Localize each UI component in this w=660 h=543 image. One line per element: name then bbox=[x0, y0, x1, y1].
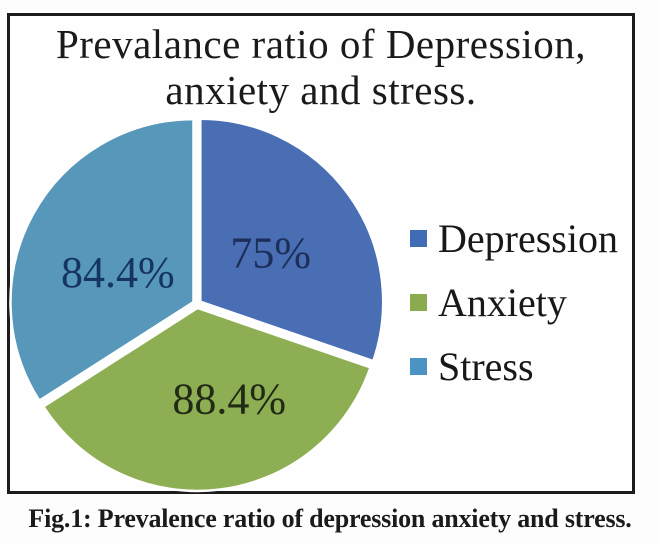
figure-caption: Fig.1: Prevalence ratio of depression an… bbox=[28, 504, 632, 533]
legend: Depression Anxiety Stress bbox=[410, 214, 618, 406]
legend-label-anxiety: Anxiety bbox=[438, 279, 567, 325]
legend-swatch-anxiety bbox=[410, 293, 427, 311]
legend-label-depression: Depression bbox=[438, 215, 618, 261]
chart-title: Prevalance ratio of Depression, anxiety … bbox=[7, 21, 635, 114]
chart-title-line-2: anxiety and stress. bbox=[165, 66, 477, 113]
legend-swatch-depression bbox=[410, 229, 427, 247]
legend-item-depression: Depression bbox=[410, 214, 618, 262]
legend-label-stress: Stress bbox=[438, 343, 534, 389]
legend-swatch-stress bbox=[410, 357, 427, 375]
chart-title-line-1: Prevalance ratio of Depression, bbox=[55, 21, 587, 67]
legend-item-stress: Stress bbox=[410, 342, 618, 390]
legend-item-anxiety: Anxiety bbox=[410, 278, 618, 326]
